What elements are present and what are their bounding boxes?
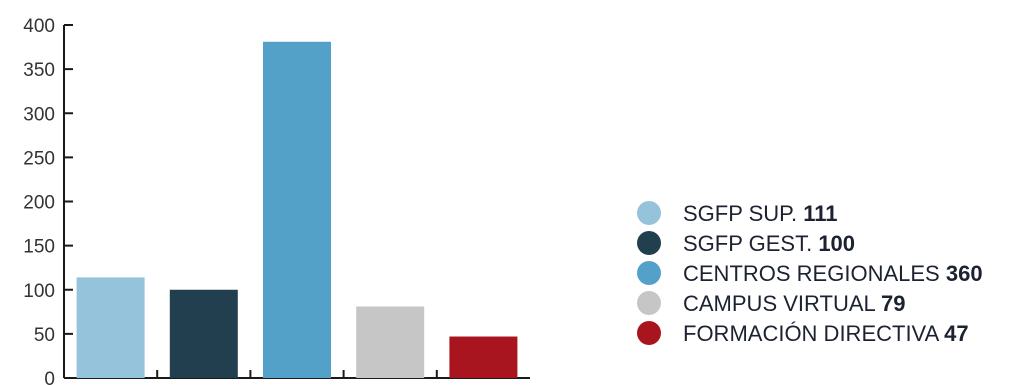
legend-text: CAMPUS VIRTUAL 79 [683,291,906,316]
y-tick-label: 0 [44,369,55,385]
legend-value: 79 [881,291,905,316]
y-tick-label: 100 [23,281,55,302]
y-tick-label: 400 [23,16,55,37]
legend-value: 47 [944,321,968,346]
bar [169,289,238,378]
legend-item: SGFP GEST. 100 [637,231,855,256]
legend-text: CENTROS REGIONALES 360 [683,261,983,286]
legend-swatch [637,321,661,345]
y-tick-label: 350 [23,60,55,81]
bar [356,306,425,378]
legend-text: FORMACIÓN DIRECTIVA 47 [683,321,969,346]
y-axis: 0 50 100 150 200 250 300 350 400 [23,16,73,385]
bar [76,277,145,378]
legend-value: 111 [803,201,837,226]
legend-item: CAMPUS VIRTUAL 79 [637,291,906,316]
legend-item: CENTROS REGIONALES 360 [637,261,983,286]
bar [263,41,331,379]
legend-label: CAMPUS VIRTUAL [683,291,881,316]
legend-label: FORMACIÓN DIRECTIVA [683,321,944,346]
legend-item: FORMACIÓN DIRECTIVA 47 [637,321,969,346]
y-tick-label: 50 [34,325,55,346]
bar [449,336,518,378]
legend-label: CENTROS REGIONALES [683,261,946,286]
legend-item: SGFP SUP. 111 [637,201,838,226]
legend-swatch [637,261,661,285]
legend-label: SGFP SUP. [683,201,803,226]
y-tick-label: 250 [23,148,55,169]
legend: SGFP SUP. 111 SGFP GEST. 100 CENTROS REGIO… [637,201,983,346]
legend-label: SGFP GEST. [683,231,818,256]
legend-swatch [637,291,661,315]
y-tick-label: 150 [23,237,55,258]
y-tick-label: 200 [23,193,55,214]
legend-text: SGFP SUP. 111 [683,201,838,226]
legend-swatch [637,231,661,255]
y-tick-label: 300 [23,104,55,125]
bars [76,41,518,379]
legend-text: SGFP GEST. 100 [683,231,855,256]
legend-swatch [637,201,661,225]
legend-value: 360 [946,261,983,286]
legend-value: 100 [818,231,855,256]
